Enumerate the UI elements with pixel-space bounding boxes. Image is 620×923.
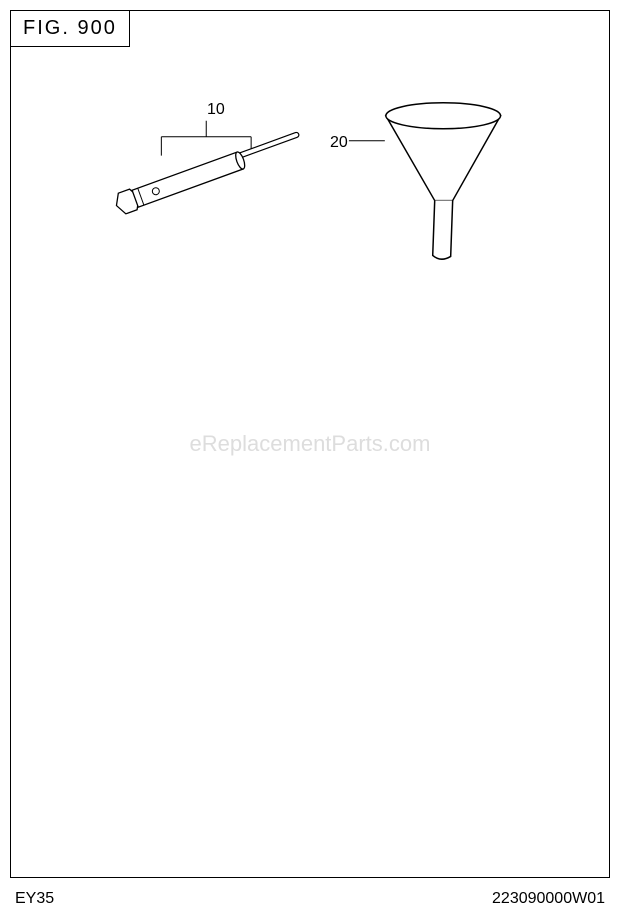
funnel-icon [386, 103, 501, 259]
footer-right-code: 223090000W01 [492, 890, 605, 908]
callout-label-20: 20 [330, 134, 348, 152]
diagram-frame: FIG. 900 eReplacementParts.com 10 20 [10, 10, 610, 878]
watermark-text: eReplacementParts.com [190, 431, 431, 457]
callout-label-10: 10 [207, 101, 225, 119]
diagram-svg [11, 11, 609, 877]
footer-left-code: EY35 [15, 890, 54, 908]
spark-plug-wrench-icon [113, 132, 300, 216]
callout-leader-10 [161, 121, 251, 156]
figure-label-box: FIG. 900 [10, 10, 130, 47]
figure-label: FIG. 900 [23, 17, 117, 39]
